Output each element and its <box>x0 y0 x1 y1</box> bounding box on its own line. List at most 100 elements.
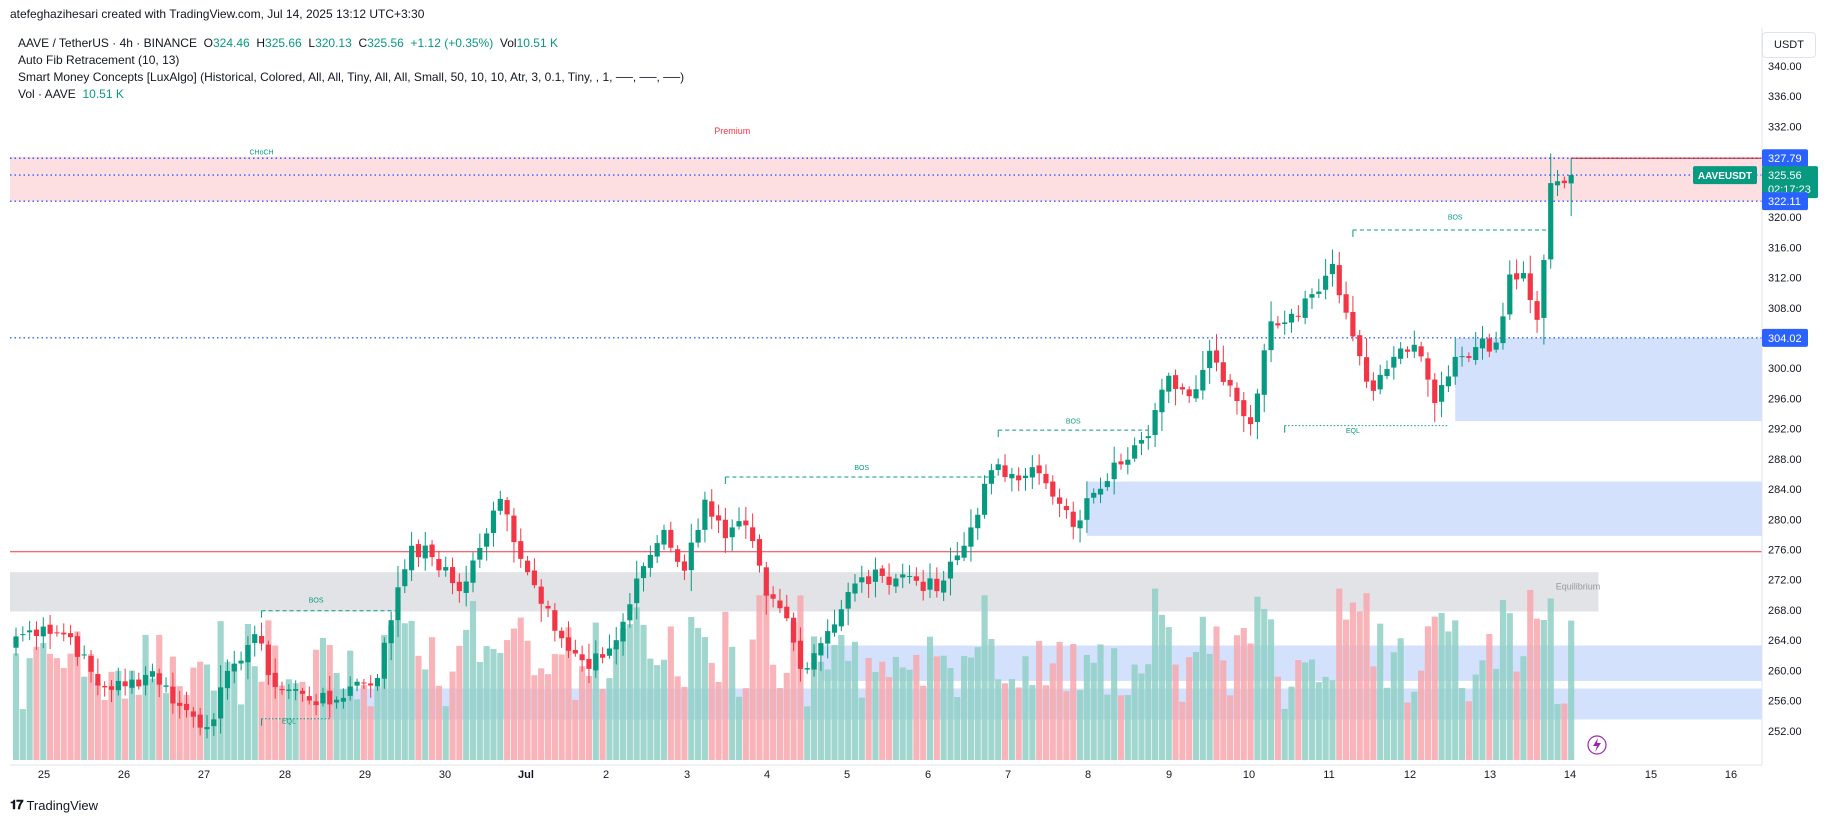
volume-bar <box>1479 660 1486 760</box>
candle-body <box>770 594 776 599</box>
volume-bar <box>1083 654 1090 760</box>
candle-body <box>1500 316 1506 344</box>
volume-bar <box>497 653 504 760</box>
candle-body <box>668 529 674 548</box>
price-chart[interactable]: Premium CHoCH Equilibrium BOS BOS BOS BOS EQL EQ… <box>0 0 1835 790</box>
candle-body <box>436 559 442 571</box>
volume-bar <box>688 616 695 760</box>
volume-bar <box>933 656 940 760</box>
volume-bar <box>1213 626 1220 760</box>
candle-body <box>1166 375 1172 392</box>
volume-bar <box>845 660 852 760</box>
volume-bar <box>238 704 245 760</box>
candle-body <box>600 654 606 658</box>
candle-body <box>1029 467 1035 478</box>
annotation-label: Premium <box>714 126 750 136</box>
tradingview-footer[interactable]: 𝟏𝟕 TradingView <box>10 797 98 813</box>
volume-bar <box>1527 589 1534 760</box>
volume-bar <box>265 620 272 760</box>
candle-body <box>1541 260 1547 318</box>
chart-legend: AAVE / TetherUS · 4h · BINANCE O324.46 H… <box>18 35 684 103</box>
volume-bar <box>128 670 136 760</box>
price-badge <box>1762 192 1808 211</box>
x-tick-label: 14 <box>1564 769 1576 781</box>
candle-body <box>197 714 203 728</box>
y-tick-label: 340.00 <box>1768 61 1802 73</box>
candle-body <box>1391 356 1397 368</box>
volume-bar <box>920 685 927 760</box>
volume-bar <box>1452 620 1459 760</box>
candle-body <box>122 681 128 687</box>
candle-body <box>634 578 640 604</box>
volume-bar <box>524 640 531 760</box>
indicator-volume[interactable]: Vol · AAVE 10.51 K <box>18 87 124 101</box>
volume-bar <box>1152 588 1159 760</box>
candle-body <box>811 653 817 670</box>
indicator-smc[interactable]: Smart Money Concepts [LuxAlgo] (Historic… <box>18 70 685 84</box>
candle-body <box>497 498 503 511</box>
volume-bar <box>1547 598 1554 760</box>
candle-body <box>1268 321 1274 351</box>
candle-body <box>504 500 510 515</box>
volume-bar <box>1520 656 1527 760</box>
y-tick-label: 284.00 <box>1768 484 1802 496</box>
candle-body <box>190 711 196 717</box>
symbol-tag <box>1693 166 1757 185</box>
x-tick-label: 5 <box>844 769 850 781</box>
candle-body <box>1002 465 1008 477</box>
candle-body <box>20 634 26 636</box>
candle-body <box>675 549 681 562</box>
candle-body <box>204 727 210 730</box>
indicator-fib[interactable]: Auto Fib Retracement (10, 13) <box>18 53 180 67</box>
ohlc-row: AAVE / TetherUS · 4h · BINANCE O324.46 H… <box>18 36 558 50</box>
volume-bar <box>1315 682 1322 760</box>
candle-body <box>1473 347 1479 361</box>
volume-bar <box>476 661 483 760</box>
candle-body <box>1022 475 1029 479</box>
candle-body <box>27 630 33 633</box>
candle-body <box>545 605 551 609</box>
candle-body <box>954 555 960 561</box>
volume-bar <box>1561 703 1568 760</box>
volume-bar <box>1001 683 1009 760</box>
candle-body <box>102 686 108 688</box>
candle-body <box>1363 357 1370 382</box>
lightning-glyph <box>1593 738 1601 752</box>
candle-body <box>715 515 722 521</box>
candle-body <box>559 630 565 639</box>
volume-bar <box>1486 633 1493 760</box>
candle-body <box>361 682 367 684</box>
volume-bar <box>251 666 258 760</box>
candle-body <box>606 648 613 656</box>
volume-bar <box>1077 690 1084 760</box>
volume-bar <box>1261 609 1268 760</box>
x-tick-label: 16 <box>1725 769 1737 781</box>
candle-body <box>374 677 381 687</box>
candle-body <box>872 569 879 582</box>
volume-bar <box>1322 676 1329 760</box>
candle-body <box>286 689 292 692</box>
candle-body <box>347 686 353 696</box>
volume-bar <box>1145 664 1152 760</box>
symbol-label[interactable]: AAVE / TetherUS · 4h · BINANCE <box>18 36 197 50</box>
candle-body <box>702 499 708 530</box>
volume-bar <box>224 661 231 760</box>
volume-bar <box>81 676 88 760</box>
volume-bar <box>1233 635 1241 760</box>
volume-bar <box>660 659 668 760</box>
x-tick-label: 7 <box>1005 769 1011 781</box>
candle-body <box>422 545 428 559</box>
candle-body <box>893 578 899 587</box>
candle-body <box>579 654 585 661</box>
volume-bar <box>115 670 122 760</box>
candle-body <box>1479 338 1486 349</box>
volume-bar <box>831 644 838 760</box>
structure-layer <box>261 229 1551 726</box>
candle-body <box>33 629 40 637</box>
candle-body <box>1282 322 1288 325</box>
volume-bar <box>851 641 859 760</box>
volume-bar <box>272 645 279 760</box>
currency-button[interactable]: USDT <box>1762 32 1816 58</box>
volume-bar <box>1370 666 1377 760</box>
